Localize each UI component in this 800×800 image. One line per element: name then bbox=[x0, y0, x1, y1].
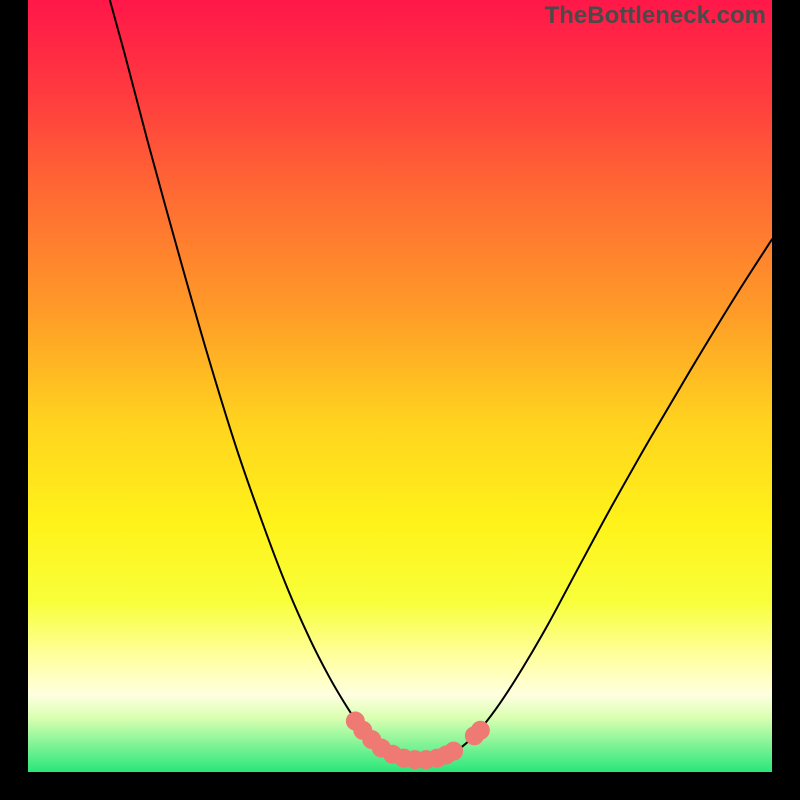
highlight-marker bbox=[471, 721, 489, 739]
chart-svg bbox=[28, 0, 772, 772]
watermark-text: TheBottleneck.com bbox=[545, 2, 766, 30]
bottleneck-curve bbox=[110, 0, 772, 760]
highlight-marker bbox=[445, 742, 463, 760]
plot-area bbox=[28, 0, 772, 772]
highlight-markers bbox=[346, 712, 489, 769]
